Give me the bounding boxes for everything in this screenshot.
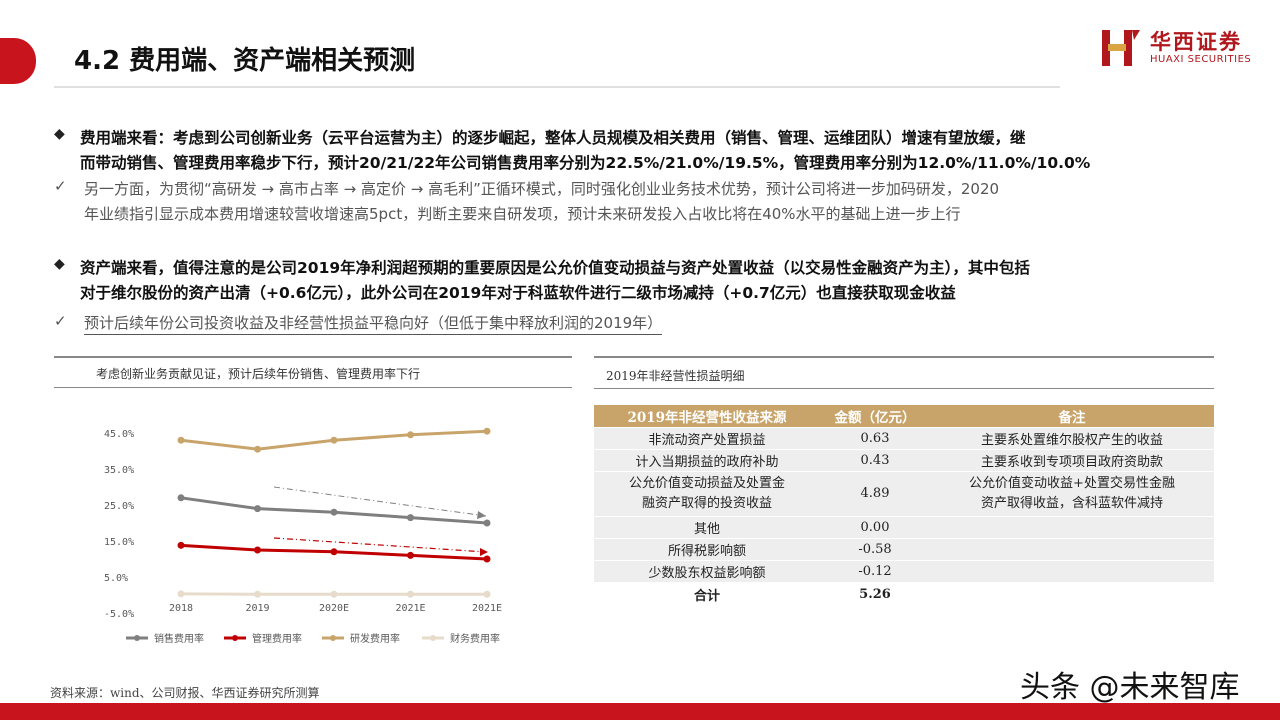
table-header: 2019年非经营性收益来源: [594, 405, 820, 428]
diamond-bullet-icon: ◆: [54, 126, 65, 142]
trend-arrowhead-admin: [480, 548, 488, 556]
bullet-investment: ✓ 预计后续年份公司投资收益及非经营性损益平稳向好（但低于集中释放利润的2019…: [54, 312, 1254, 335]
y-tick-label: 45.0%: [104, 429, 134, 440]
data-point: [483, 427, 491, 435]
bullet-expense: ◆ 费用端来看：考虑到公司创新业务（云平台运营为主）的逐步崛起，整体人员规模及相…: [54, 126, 1254, 176]
table-row: 少数股东权益影响额 -0.12: [594, 560, 1214, 583]
logo-name-cn: 华西证券: [1150, 30, 1242, 54]
data-point: [407, 551, 414, 559]
data-point: [330, 548, 338, 556]
trend-arrow-admin: [273, 537, 487, 553]
check-bullet-icon: ✓: [54, 177, 67, 195]
expense-ratio-chart: 45.0% 35.0% 25.0% 15.0% 5.0% -5.0% 2018 2019 20…: [104, 427, 502, 645]
watermark: 头条 @未来智库: [1020, 670, 1240, 705]
y-tick-label: 35.0%: [104, 465, 134, 476]
table-caption: 2019年非经营性损益明细: [606, 369, 745, 383]
table-top-rule: [594, 356, 1214, 358]
bullet-rd: ✓ 另一方面，为贯彻“高研发 → 高市占率 → 高定价 → 高毛利”正循环模式，…: [54, 177, 1254, 227]
table-row: 其他 0.00: [594, 516, 1214, 539]
legend-label: 销售费用率: [154, 632, 204, 645]
source-note: 资料来源：wind、公司财报、华西证券研究所测算: [50, 686, 320, 700]
check-bullet-icon: ✓: [54, 312, 67, 330]
table-row: 非流动资产处置损益 0.63 主要系处置维尔股权产生的收益: [594, 427, 1214, 450]
data-point: [483, 590, 491, 598]
data-point: [254, 546, 261, 554]
logo-name-en: HUAXI SECURITIES: [1150, 54, 1252, 65]
x-tick-label: 2018: [169, 603, 193, 614]
data-point: [177, 541, 185, 549]
chart-caption-rule: [54, 387, 572, 388]
bullet-text: 预计后续年份公司投资收益及非经营性损益平稳向好（但低于集中释放利润的2019年）: [84, 312, 663, 335]
data-point: [407, 514, 414, 522]
y-tick-label: -5.0%: [104, 609, 134, 620]
table-row: 所得税影响额 -0.58: [594, 538, 1214, 561]
legend-label: 财务费用率: [450, 632, 500, 645]
bullet-text: 年业绩指引显示成本费用增速较营收增速高5pct，判断主要来自研发项，预计未来研发…: [84, 205, 961, 223]
footer-bar: [0, 703, 1280, 720]
title-accent-tab: [0, 38, 36, 84]
bullet-text: 费用端来看：考虑到公司创新业务（云平台运营为主）的逐步崛起，整体人员规模及相关费…: [80, 129, 1026, 147]
table-header: 金额（亿元）: [820, 405, 930, 428]
chart-top-rule: [54, 356, 572, 358]
data-point: [177, 436, 185, 444]
page-title: 4.2 费用端、资产端相关预测: [74, 46, 416, 76]
table-total-row: 合计 5.26: [594, 582, 1214, 606]
table-caption-rule: [594, 388, 1214, 389]
y-tick-label: 5.0%: [104, 573, 128, 584]
data-point: [330, 436, 338, 444]
legend-label: 管理费用率: [252, 632, 302, 645]
data-point: [483, 555, 491, 563]
diamond-bullet-icon: ◆: [54, 256, 65, 272]
legend-label: 研发费用率: [350, 632, 400, 645]
data-point: [407, 590, 414, 598]
data-point: [177, 494, 185, 502]
table-header: 备注: [930, 405, 1214, 428]
non-operating-table: 2019年非经营性收益来源 金额（亿元） 备注 非流动资产处置损益 0.63 主…: [594, 405, 1214, 606]
data-point: [254, 445, 261, 453]
legend-marker: [232, 635, 238, 641]
y-tick-label: 15.0%: [104, 537, 134, 548]
x-tick-label: 2019: [245, 603, 269, 614]
data-point: [177, 590, 185, 598]
y-tick-label: 25.0%: [104, 501, 134, 512]
table-row: 计入当期损益的政府补助 0.43 主要系收到专项项目政府资助款: [594, 449, 1214, 472]
huaxi-logo-icon: [1102, 30, 1140, 66]
x-tick-label: 2021E: [472, 603, 502, 614]
data-point: [330, 590, 338, 598]
legend-marker: [330, 635, 336, 641]
table-row: 公允价值变动损益及处置金 融资产取得的投资收益 4.89 公允价值变动收益+处置交…: [594, 471, 1214, 517]
bullet-text: 资产端来看，值得注意的是公司2019年净利润超预期的重要原因是公允价值变动损益与…: [80, 259, 1030, 277]
data-point: [330, 508, 338, 516]
bullet-text: 对于维尔股份的资产出清（+0.6亿元），此外公司在2019年对于科蓝软件进行二级…: [80, 284, 956, 302]
data-point: [254, 590, 261, 598]
bullet-asset: ◆ 资产端来看，值得注意的是公司2019年净利润超预期的重要原因是公允价值变动损…: [54, 256, 1254, 306]
chart-caption: 考虑创新业务贡献见证，预计后续年份销售、管理费用率下行: [96, 367, 421, 381]
bullet-text: 而带动销售、管理费用率稳步下行，预计20/21/22年公司销售费用率分别为22.…: [80, 154, 1091, 172]
trend-arrowhead-selling: [477, 511, 486, 519]
trend-arrow-selling: [273, 486, 487, 517]
title-divider: [54, 86, 1060, 88]
legend-marker: [430, 635, 436, 641]
legend-marker: [134, 635, 140, 641]
data-point: [483, 519, 491, 527]
data-point: [254, 505, 261, 513]
x-tick-label: 2020E: [319, 603, 349, 614]
data-point: [407, 431, 414, 439]
bullet-text: 另一方面，为贯彻“高研发 → 高市占率 → 高定价 → 高毛利”正循环模式，同时…: [84, 180, 1000, 198]
x-tick-label: 2021E: [395, 603, 425, 614]
